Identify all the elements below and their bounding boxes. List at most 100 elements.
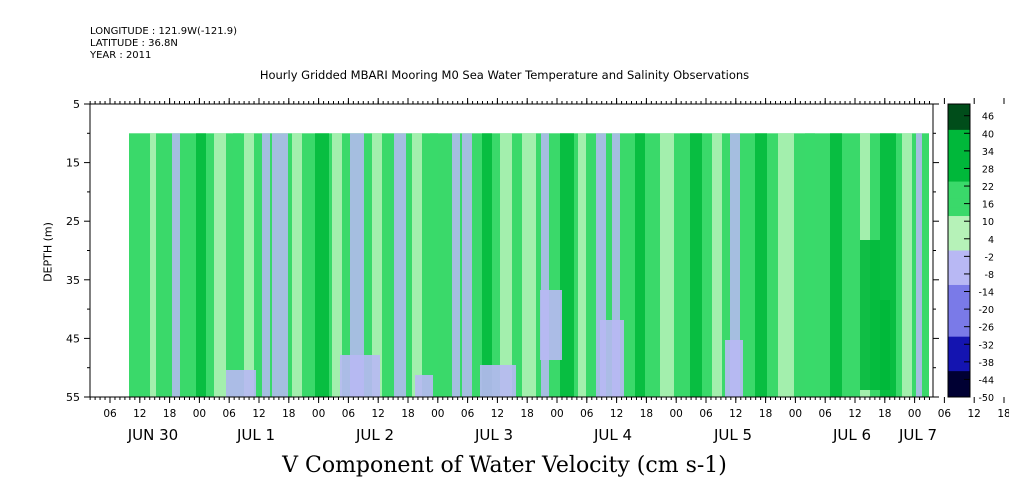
heatmap-patch [226, 370, 256, 397]
x-hour-label: 06 [938, 408, 952, 420]
colorbar-label: 40 [982, 129, 994, 140]
colorbar-frame [947, 103, 971, 398]
colorbar-bin [948, 112, 970, 122]
colorbar-bin [948, 388, 970, 398]
x-hour-label: 00 [550, 408, 563, 420]
colorbar-bin [948, 259, 970, 269]
heatmap-band [805, 133, 815, 398]
colorbar-label: 4 [988, 235, 994, 246]
heatmap-band [196, 133, 206, 398]
y-tick-label: 55 [66, 391, 80, 404]
colorbar-bin [948, 336, 970, 346]
colorbar-bin [948, 172, 970, 183]
colorbar-bin [948, 147, 970, 157]
colorbar-label: 22 [982, 182, 994, 193]
heatmap-band [916, 133, 922, 398]
colorbar-label: -20 [978, 305, 994, 316]
colorbar-bin [948, 276, 970, 286]
x-hour-label: 00 [431, 408, 444, 420]
heatmap-band [372, 133, 382, 398]
heatmap-layer [129, 133, 929, 398]
x-hour-label: 18 [997, 408, 1009, 420]
x-day-label: JUL 1 [236, 426, 275, 444]
y-tick-label: 5 [73, 98, 80, 111]
colorbar-label: 10 [982, 217, 994, 228]
x-hour-label: 18 [640, 408, 653, 420]
heatmap-band [452, 133, 460, 398]
x-hour-label: 18 [521, 408, 534, 420]
colorbar-bin [948, 319, 970, 329]
x-hour-label: 06 [103, 408, 117, 420]
colorbar-bin [948, 328, 970, 338]
x-hour-label: 00 [193, 408, 206, 420]
colorbar-label: -44 [978, 375, 994, 386]
heatmap-band [612, 133, 620, 398]
x-hour-label: 06 [819, 408, 833, 420]
colorbar-bin [948, 138, 970, 148]
x-day-label: JUL 2 [355, 426, 394, 444]
x-hour-label: 06 [461, 408, 475, 420]
heatmap-band [412, 133, 422, 398]
colorbar-bin [948, 371, 970, 381]
x-hour-label: 12 [491, 408, 504, 420]
heatmap-band [214, 133, 226, 398]
x-hour-label: 12 [968, 408, 981, 420]
chart-title: Hourly Gridded MBARI Mooring M0 Sea Wate… [259, 68, 750, 82]
heatmap-band [522, 133, 536, 398]
heatmap-band [560, 133, 574, 398]
x-hour-label: 18 [282, 408, 295, 420]
heatmap-band [690, 133, 702, 398]
heatmap-band [541, 133, 549, 398]
x-hour-label: 00 [670, 408, 683, 420]
x-hour-label: 12 [133, 408, 146, 420]
y-tick-label: 25 [66, 215, 80, 228]
x-axis: 06 12 18 00 06 12 18 00 06 12 18 00 06 12 18 00 06 12 18 00… [89, 98, 1009, 444]
x-hour-label: 00 [908, 408, 921, 420]
longitude-label: LONGITUDE : 121.9W(-121.9) [90, 26, 237, 37]
heatmap-band [830, 133, 842, 398]
y-axis: 5 15 25 35 45 55 [66, 98, 939, 404]
heatmap-patch [860, 300, 890, 390]
heatmap-band [262, 133, 270, 398]
heatmap-band [150, 133, 156, 398]
colorbar-bin [948, 302, 970, 312]
colorbar-bin [948, 164, 970, 174]
colorbar-bin [948, 310, 970, 320]
x-hour-label: 12 [252, 408, 265, 420]
x-hour-label: 18 [878, 408, 891, 420]
heatmap-band [578, 133, 586, 398]
x-hour-label: 00 [789, 408, 802, 420]
colorbar-label: -50 [978, 393, 994, 404]
x-hour-label: 18 [163, 408, 176, 420]
colorbar-bin [948, 121, 970, 131]
latitude-label: LATITUDE : 36.8N [90, 38, 178, 49]
colorbar-label: -26 [978, 323, 994, 334]
colorbar-label: -2 [985, 252, 994, 263]
year-label: YEAR : 2011 [90, 50, 152, 61]
heatmap-band [233, 133, 241, 398]
colorbar-bin [948, 190, 970, 200]
colorbar-bin [948, 379, 970, 389]
y-tick-label: 45 [66, 332, 80, 345]
heatmap-band [244, 133, 254, 398]
heatmap-band [635, 133, 645, 398]
colorbar-bin [948, 241, 970, 251]
y-axis-label: DEPTH (m) [41, 222, 55, 282]
heatmap-band [778, 133, 794, 398]
x-hour-label: 00 [312, 408, 325, 420]
x-hour-label: 06 [342, 408, 356, 420]
colorbar-bin [948, 155, 970, 165]
colorbar-label: 16 [982, 200, 994, 211]
heatmap-band [482, 133, 492, 398]
heatmap-band [272, 133, 288, 398]
x-day-label: JUL 5 [713, 426, 752, 444]
colorbar-bin [948, 250, 970, 260]
heatmap-band [394, 133, 406, 398]
colorbar-bin [948, 181, 970, 191]
colorbar: 46 40 34 28 22 16 10 4 -2 -8 -14 -20 -26 -32 -38 -44 -50 [947, 103, 994, 404]
x-hour-label: 18 [759, 408, 772, 420]
heatmap-band [292, 133, 302, 398]
colorbar-label: -14 [978, 288, 994, 299]
heatmap-band [902, 133, 912, 398]
